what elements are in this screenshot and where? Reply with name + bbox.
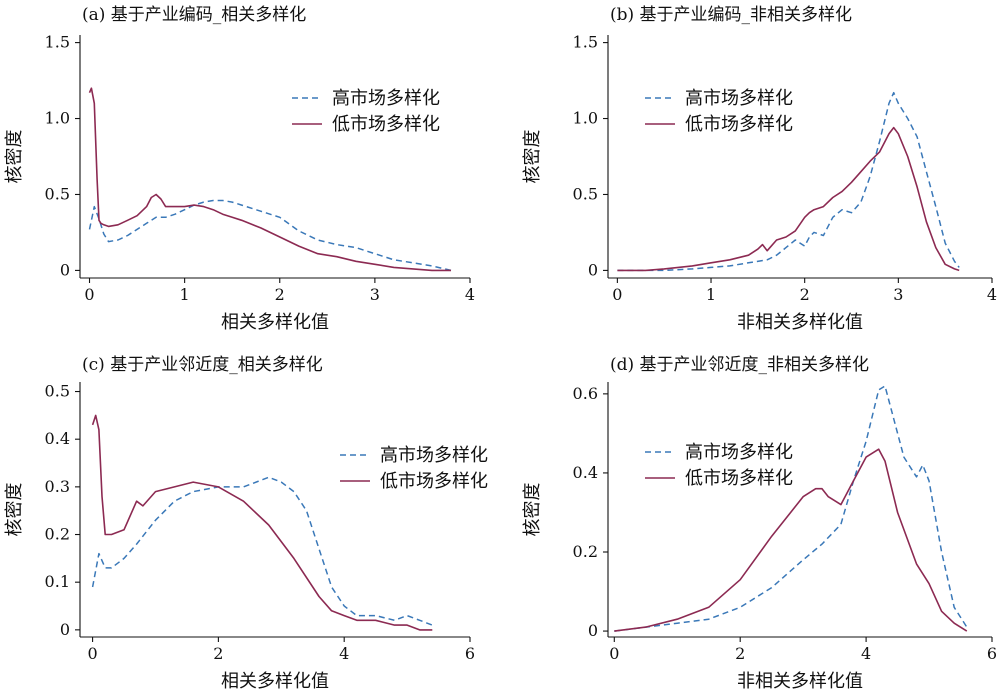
y-tick-label: 0 — [60, 260, 70, 279]
x-tick-label: 4 — [861, 644, 871, 663]
series-line-high — [91, 476, 433, 626]
y-tick-label: 1.5 — [45, 33, 70, 52]
x-axis-label: 非相关多样化值 — [737, 671, 863, 692]
series-line-low — [614, 448, 968, 632]
x-tick-label: 0 — [609, 644, 619, 663]
y-tick-label: 1.0 — [45, 109, 70, 128]
y-tick-label: 0 — [588, 260, 598, 279]
chart-panel-a: (a) 基于产业编码_相关多样化 0 1 2 3 4 0 0.5 1.0 1.5 相关多样化值 核密度… — [4, 5, 475, 333]
x-tick-label: 3 — [893, 285, 903, 304]
legend-label: 高市场多样化 — [332, 88, 440, 109]
y-axis-label: 核密度 — [4, 483, 25, 537]
legend-label: 高市场多样化 — [380, 445, 488, 466]
x-tick-label: 2 — [213, 644, 223, 663]
x-tick-label: 4 — [339, 644, 349, 663]
x-axis-label: 非相关多样化值 — [737, 312, 863, 333]
series-line-high — [617, 91, 960, 272]
y-tick-label: 0.5 — [45, 382, 70, 401]
legend-label: 低市场多样化 — [380, 471, 488, 492]
chart-title: (a) 基于产业编码_相关多样化 — [82, 5, 306, 25]
y-tick-label: 0.2 — [573, 542, 598, 561]
x-tick-label: 1 — [180, 285, 190, 304]
x-tick-label: 6 — [987, 644, 997, 663]
x-tick-label: 0 — [84, 285, 94, 304]
x-axis-label: 相关多样化值 — [221, 312, 329, 333]
legend-label: 低市场多样化 — [332, 114, 440, 135]
x-tick-label: 4 — [465, 285, 475, 304]
y-axis-label: 核密度 — [522, 130, 543, 184]
y-tick-label: 0.2 — [45, 525, 70, 544]
y-tick-label: 0.4 — [573, 463, 598, 482]
chart-panel-d: (d) 基于产业邻近度_非相关多样化 0 2 4 6 0 0.2 0.4 0.6 非相关多样化值 核… — [522, 355, 997, 692]
x-axis-label: 相关多样化值 — [221, 671, 329, 692]
series-line-high — [614, 385, 968, 632]
x-tick-label: 2 — [275, 285, 285, 304]
y-tick-label: 0.5 — [45, 184, 70, 203]
y-axis-label: 核密度 — [4, 130, 25, 184]
x-tick-label: 0 — [612, 285, 622, 304]
y-tick-label: 0.3 — [45, 477, 70, 496]
x-tick-label: 2 — [735, 644, 745, 663]
legend-label: 高市场多样化 — [685, 88, 793, 109]
chart-title: (b) 基于产业编码_非相关多样化 — [610, 5, 852, 25]
series-line-low — [617, 126, 960, 272]
chart-title: (c) 基于产业邻近度_相关多样化 — [82, 355, 323, 375]
chart-title: (d) 基于产业邻近度_非相关多样化 — [610, 355, 869, 375]
x-tick-label: 3 — [370, 285, 380, 304]
legend-label: 高市场多样化 — [685, 442, 793, 463]
x-tick-label: 1 — [706, 285, 716, 304]
x-tick-label: 4 — [987, 285, 997, 304]
chart-panel-c: (c) 基于产业邻近度_相关多样化 0 2 4 6 0 0.1 0.2 0.3 0.4 0.5 相关多… — [4, 355, 488, 692]
chart-panel-b: (b) 基于产业编码_非相关多样化 0 1 2 3 4 0 0.5 1.0 1.5 非相关多样化值 核… — [522, 5, 997, 333]
series-line-low — [88, 87, 451, 272]
series-line-low — [91, 414, 433, 631]
y-tick-label: 0.4 — [45, 429, 70, 448]
series-line-high — [88, 199, 452, 272]
y-tick-label: 0.5 — [573, 184, 598, 203]
x-tick-label: 0 — [87, 644, 97, 663]
y-tick-label: 0 — [588, 621, 598, 640]
legend-label: 低市场多样化 — [685, 114, 793, 135]
y-tick-label: 0.1 — [45, 572, 70, 591]
y-tick-label: 0 — [60, 620, 70, 639]
x-tick-label: 6 — [465, 644, 475, 663]
y-tick-label: 0.6 — [573, 384, 598, 403]
y-tick-label: 1.0 — [573, 109, 598, 128]
y-axis-label: 核密度 — [522, 483, 543, 537]
y-tick-label: 1.5 — [573, 33, 598, 52]
legend-label: 低市场多样化 — [685, 468, 793, 489]
x-tick-label: 2 — [800, 285, 810, 304]
